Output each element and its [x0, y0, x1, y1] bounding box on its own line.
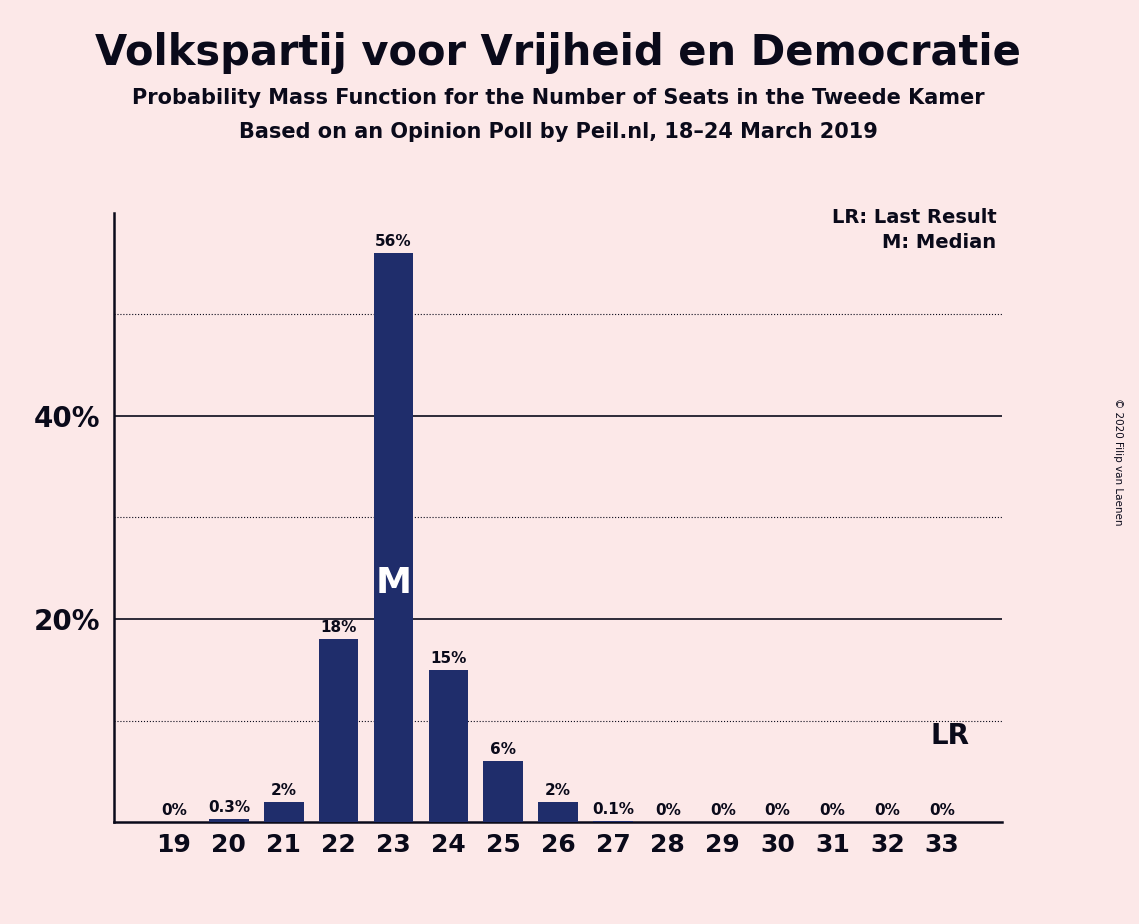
Bar: [264, 802, 303, 822]
Text: 18%: 18%: [320, 620, 357, 636]
Bar: [539, 802, 577, 822]
Bar: [210, 820, 248, 822]
Text: 2%: 2%: [271, 783, 297, 798]
Text: 0.1%: 0.1%: [592, 802, 634, 818]
Text: 56%: 56%: [375, 234, 412, 249]
Text: 0%: 0%: [655, 803, 681, 819]
Text: LR: LR: [931, 722, 969, 750]
Text: 2%: 2%: [546, 783, 571, 798]
Text: Volkspartij voor Vrijheid en Democratie: Volkspartij voor Vrijheid en Democratie: [96, 32, 1021, 74]
Text: Probability Mass Function for the Number of Seats in the Tweede Kamer: Probability Mass Function for the Number…: [132, 88, 984, 108]
Text: 0%: 0%: [161, 803, 187, 819]
Text: © 2020 Filip van Laenen: © 2020 Filip van Laenen: [1114, 398, 1123, 526]
Text: M: M: [376, 566, 411, 601]
Bar: [319, 639, 359, 822]
Text: LR: Last Result: LR: Last Result: [831, 208, 997, 227]
Bar: [428, 670, 468, 822]
Text: M: Median: M: Median: [883, 233, 997, 252]
Text: 0.3%: 0.3%: [207, 800, 249, 815]
Bar: [483, 761, 523, 822]
Text: 0%: 0%: [764, 803, 790, 819]
Text: 15%: 15%: [431, 650, 467, 666]
Text: Based on an Opinion Poll by Peil.nl, 18–24 March 2019: Based on an Opinion Poll by Peil.nl, 18–…: [239, 122, 877, 142]
Text: 6%: 6%: [490, 742, 516, 758]
Bar: [593, 821, 633, 822]
Text: 0%: 0%: [820, 803, 845, 819]
Bar: [374, 253, 413, 822]
Text: 0%: 0%: [710, 803, 736, 819]
Text: 0%: 0%: [929, 803, 956, 819]
Text: 0%: 0%: [875, 803, 900, 819]
